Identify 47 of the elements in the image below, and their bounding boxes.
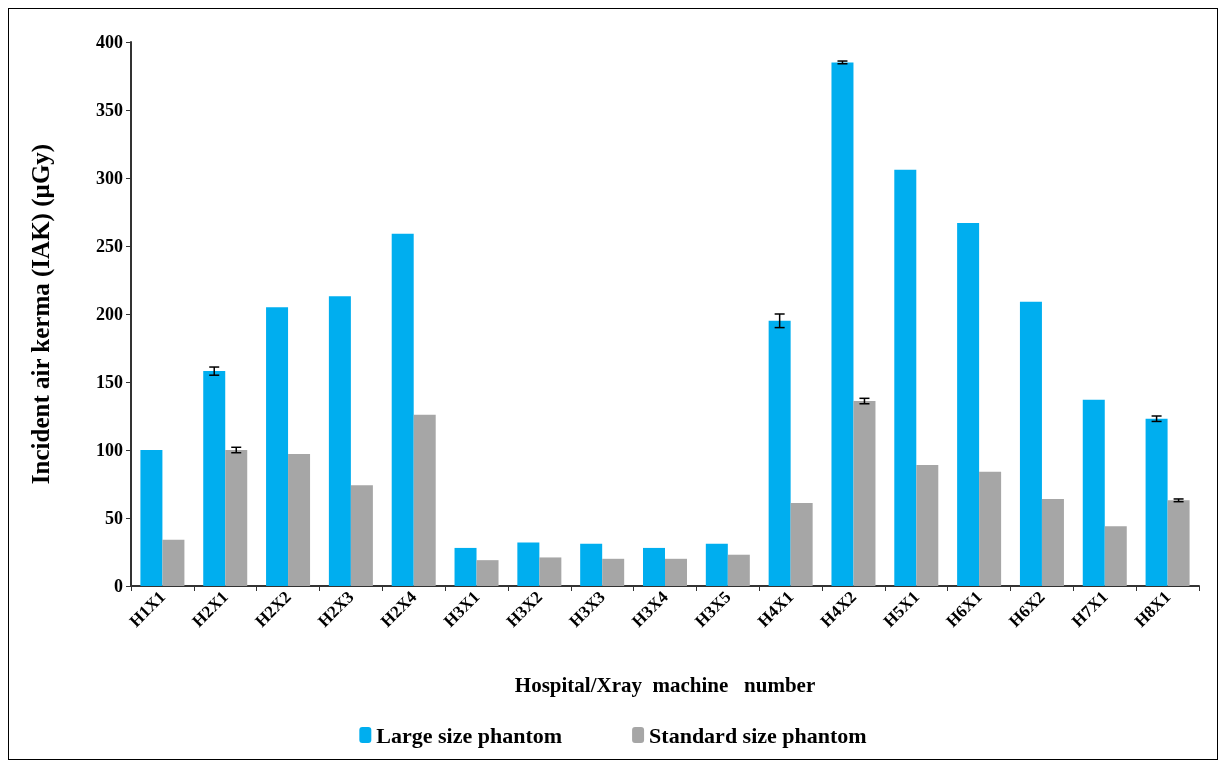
bar	[831, 62, 854, 586]
y-tick-label: 350	[96, 100, 123, 120]
bar	[790, 503, 813, 586]
bar	[727, 554, 750, 586]
bar	[266, 307, 289, 586]
bar	[203, 371, 226, 586]
bar	[350, 485, 373, 586]
y-tick-label: 300	[96, 168, 123, 188]
bar	[580, 543, 603, 586]
legend-label: Large size phantom	[376, 722, 563, 748]
bar	[288, 454, 311, 586]
bar	[413, 414, 436, 586]
bar	[391, 233, 414, 586]
bar	[665, 558, 687, 586]
y-tick-label: 100	[96, 440, 123, 460]
bar	[705, 543, 728, 586]
bar	[454, 547, 477, 586]
y-tick-label: 250	[96, 236, 123, 256]
bar	[1145, 418, 1168, 586]
bar	[162, 539, 185, 586]
bar	[1104, 526, 1127, 586]
bar	[768, 320, 791, 586]
bar	[328, 296, 351, 586]
bar	[894, 169, 917, 586]
y-tick-label: 50	[105, 508, 123, 528]
bar	[957, 222, 980, 586]
bar	[1041, 498, 1064, 586]
y-tick-label: 400	[96, 32, 123, 52]
legend-label: Standard size phantom	[649, 722, 867, 748]
bar	[979, 471, 1002, 586]
bar	[225, 450, 248, 586]
bar	[140, 450, 163, 586]
bar	[602, 558, 625, 586]
y-axis-title: Incident air kerma (IAK) (µGy)	[27, 143, 55, 485]
bar	[1082, 399, 1105, 586]
bar	[643, 547, 665, 586]
x-axis-title: Hospital/Xray machine number	[514, 672, 816, 697]
bar	[853, 401, 876, 586]
bar	[517, 542, 540, 586]
bar	[916, 464, 939, 586]
bar	[476, 560, 499, 586]
bar	[1019, 301, 1042, 586]
bar	[539, 557, 562, 586]
y-tick-label: 150	[96, 372, 123, 392]
y-tick-label: 0	[114, 576, 123, 596]
bar	[1167, 500, 1190, 586]
y-tick-label: 200	[96, 304, 123, 324]
